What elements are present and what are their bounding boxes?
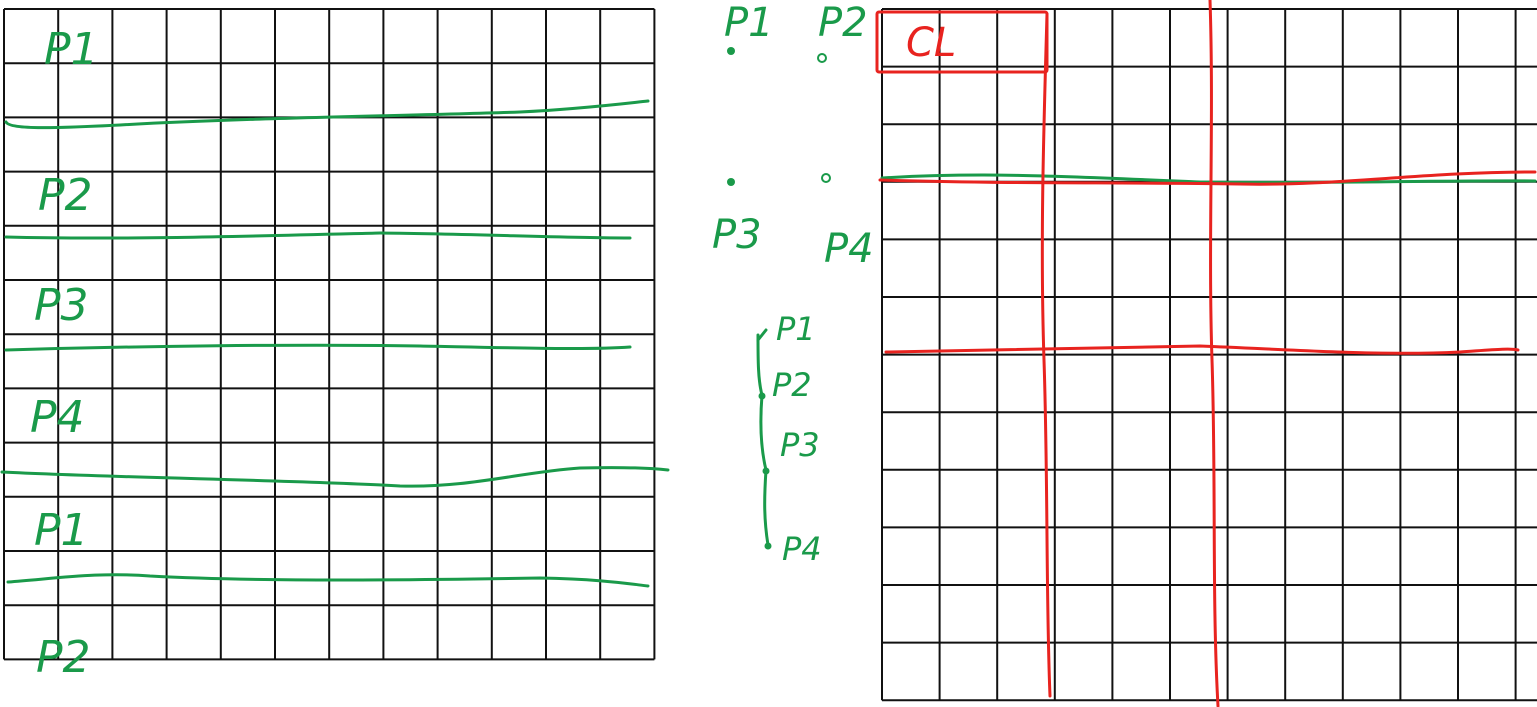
point-label-p1: P1: [724, 0, 774, 46]
strip-divider-5: [6, 573, 650, 588]
red-horizontal-1: [878, 170, 1537, 186]
point-dot-p3: [727, 178, 735, 186]
red-vertical-1: [1040, 12, 1052, 698]
chain-label-p4: P4: [782, 530, 822, 568]
left-strip-labels: P1 P2 P3 P4 P1 P2: [30, 24, 99, 683]
right-grid: [881, 8, 1537, 702]
chain-label-p1: P1: [776, 310, 816, 348]
strip-label-1: P1: [44, 24, 99, 75]
middle-point-layout: P1 P2 P3 P4: [712, 0, 874, 272]
strip-label-4: P4: [30, 392, 85, 443]
cl-box: [875, 10, 1049, 74]
point-dot-p4: [821, 173, 831, 183]
left-strip-dividers: [0, 99, 670, 588]
chain-line: [756, 328, 770, 547]
point-dot-p2: [817, 53, 827, 63]
point-label-p4: P4: [824, 226, 874, 272]
point-label-p2: P2: [818, 0, 868, 46]
strip-label-3: P3: [34, 280, 89, 331]
middle-point-chain: P1 P2 P3 P4: [756, 310, 822, 568]
left-grid: [3, 8, 656, 661]
right-red-annotations: CL: [875, 0, 1537, 707]
red-horizontal-2: [884, 344, 1520, 355]
strip-divider-3: [4, 343, 632, 352]
strip-label-2: P2: [38, 170, 93, 221]
point-dot-p1: [727, 47, 735, 55]
cl-box-label: CL: [906, 20, 956, 66]
point-label-p3: P3: [712, 212, 762, 258]
strip-divider-1: [4, 99, 650, 130]
strip-label-5: P1: [34, 505, 89, 556]
chain-dot-p4: [764, 542, 772, 550]
chain-dot-p3: [762, 467, 770, 475]
chain-label-p3: P3: [780, 426, 820, 464]
strip-label-6: P2: [36, 632, 91, 683]
strip-divider-4: [0, 466, 670, 488]
chain-label-p2: P2: [772, 366, 812, 404]
strip-divider-2: [4, 231, 632, 240]
red-vertical-2: [1208, 0, 1220, 707]
chain-dot-p2: [758, 392, 766, 400]
